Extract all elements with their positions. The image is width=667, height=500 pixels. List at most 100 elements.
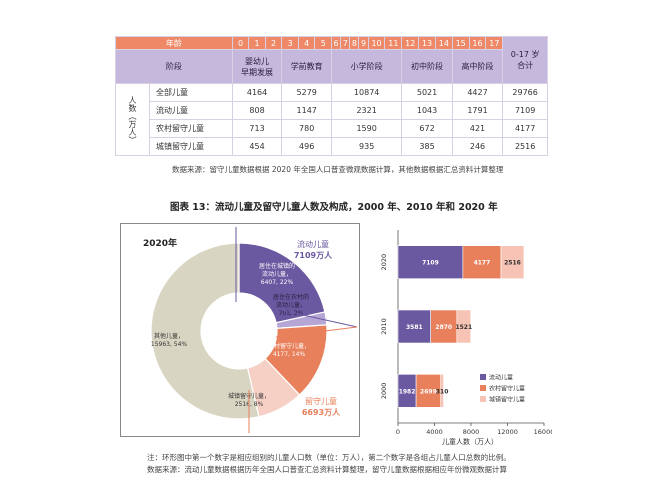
donut-segment-label: 居住在城镇的 (259, 262, 295, 270)
row-label: 流动儿童 (149, 101, 233, 120)
footnote-line1: 注：环形图中第一个数字是相应组别的儿童人口数（单位：万人），第二个数字是各组占儿… (147, 453, 511, 462)
callout-migrant-line1: 流动儿童 (297, 239, 329, 249)
table-cell: 2321 (331, 101, 403, 120)
stacked-bar-chart: 0 4000 8000 12000 16000 2020 7109 4177 2516 2010 3… (380, 230, 554, 446)
donut-arcs (150, 242, 328, 420)
bar-segment (440, 374, 444, 408)
age-cell: 16 (468, 36, 487, 50)
total-header: 0-17 岁 合计 (502, 36, 548, 84)
table-source-note: 数据来源：留守儿童数据根据 2020 年全国人口普查微观数据计算，其他数据根据汇… (172, 165, 504, 174)
donut-segment-label: 其他儿童， (154, 332, 184, 340)
x-tick-label: 8000 (463, 428, 480, 436)
x-tick-label: 16000 (534, 428, 552, 436)
table-cell: 1791 (451, 101, 504, 120)
legend-label: 流动儿童 (489, 374, 513, 382)
age-cell: 14 (434, 36, 453, 50)
stage-junior: 初中阶段 (401, 49, 453, 84)
total-header-line2: 合计 (517, 61, 534, 70)
stage-senior: 高中阶段 (451, 49, 504, 84)
table-cell: 1590 (331, 119, 403, 138)
table-cell: 4177 (502, 119, 548, 138)
table-cell: 1147 (281, 101, 333, 120)
age-header-row: 年龄 0 1 2 3 4 5 6 7 8 9 10 11 12 13 14 15… (115, 36, 548, 84)
donut-segment-label: 农村留守儿童， (268, 342, 310, 350)
row-label: 全部儿童 (149, 83, 233, 102)
stage-early-line1: 婴幼儿 (245, 56, 270, 66)
x-axis-label: 儿童人数（万人） (442, 437, 498, 446)
age-cell: 7 (340, 36, 351, 50)
unit-label: 人数（万人） (115, 83, 150, 156)
table-cell: 780 (281, 119, 333, 138)
table-cell: 1043 (401, 101, 453, 120)
table-cell: 2516 (502, 137, 548, 156)
stage-header-row: 阶段 婴幼儿 早期发展 学前教育 小学阶段 初中阶段 高中阶段 (115, 49, 548, 84)
callout-left-behind-line1: 留守儿童 (305, 396, 337, 406)
donut-segment-label: 流动儿童， (276, 301, 306, 309)
callout-line-migrant-b (275, 308, 358, 328)
age-cell: 3 (281, 36, 299, 50)
bar-segment (500, 245, 525, 279)
age-cell: 8 (349, 36, 360, 50)
legend-swatch (480, 374, 486, 380)
stage-early: 婴幼儿 早期发展 (231, 49, 283, 84)
donut-segment-label: 流动儿童， (262, 270, 292, 278)
bar-data-label: 1521 (455, 324, 472, 331)
bar-segment (397, 245, 464, 279)
bar-data-label: 2699 (420, 388, 437, 395)
bar-data-label: 7109 (422, 260, 439, 267)
stage-early-line2: 早期发展 (241, 67, 274, 77)
donut-segment-label: 15963, 54% (151, 341, 188, 348)
row-label: 农村留守儿童 (149, 119, 233, 138)
table-row: 农村留守儿童 713 780 1590 672 421 4177 (116, 119, 548, 138)
legend-swatch (480, 396, 486, 402)
table-cell: 421 (451, 119, 504, 138)
age-cell: 5 (314, 36, 333, 50)
donut-segment-label: 居住在农村的 (273, 293, 309, 301)
bar-data-label: 3581 (406, 324, 423, 331)
table-cell: 713 (231, 119, 283, 138)
donut-segment (150, 242, 260, 420)
total-header-line1: 0-17 岁 (510, 50, 540, 59)
callout-migrant-line2: 7109万人 (294, 250, 333, 260)
table-row: 流动儿童 808 1147 2321 1043 1791 7109 (116, 101, 548, 120)
donut-panel: 2020年 居住在城镇的 流动儿童， 6407, 22% 居住在农村的 流动儿童， 703… (120, 223, 360, 437)
table-cell: 454 (231, 137, 283, 156)
x-tick-label: 12000 (497, 428, 518, 436)
donut-segment-label: 4177, 14% (273, 351, 306, 358)
bar-data-label: 310 (436, 388, 449, 395)
table-cell: 4164 (231, 83, 283, 102)
age-cell: 15 (451, 36, 470, 50)
bar-plot-area: 0 4000 8000 12000 16000 2020 7109 4177 2516 2010 3… (380, 230, 554, 436)
table-cell: 10874 (331, 83, 403, 102)
table-cell: 4427 (451, 83, 504, 102)
legend-label: 城镇留守儿童 (489, 396, 525, 404)
donut-segment (238, 242, 326, 324)
row-label: 城镇留守儿童 (149, 137, 233, 156)
age-cell: 13 (418, 36, 436, 50)
bar-data-label: 1982 (399, 388, 416, 395)
age-cell: 9 (358, 36, 369, 50)
table-cell: 7109 (502, 101, 548, 120)
bar-segment (456, 309, 472, 344)
age-label: 年龄 (115, 36, 233, 50)
figure-title: 图表 13：流动儿童及留守儿童人数及构成，2000 年、2010 年和 2020… (170, 202, 498, 213)
table-cell: 496 (281, 137, 333, 156)
y-category-label: 2020 (380, 254, 388, 271)
table-cell: 385 (401, 137, 453, 156)
donut-segment-label: 703, 2% (279, 310, 304, 317)
legend-label: 农村留守儿童 (489, 385, 525, 393)
age-cell: 1 (248, 36, 266, 50)
table-cell: 5021 (401, 83, 453, 102)
bar-segment (397, 309, 431, 344)
bar-chart-panel: 0 4000 8000 12000 16000 2020 7109 4177 2516 2010 3… (372, 228, 554, 452)
bar-segment (462, 245, 502, 279)
table-cell: 246 (451, 137, 504, 156)
y-category-label: 2000 (380, 383, 388, 400)
donut-segment-label: 6407, 22% (261, 279, 294, 286)
x-tick-label: 0 (396, 428, 400, 436)
age-cell: 17 (485, 36, 504, 50)
table-cell: 29766 (502, 83, 548, 102)
table-row: 人数（万人） 全部儿童 4164 5279 10874 5021 4427 29… (115, 83, 548, 156)
callout-left-behind-line2: 6693万人 (302, 407, 341, 417)
